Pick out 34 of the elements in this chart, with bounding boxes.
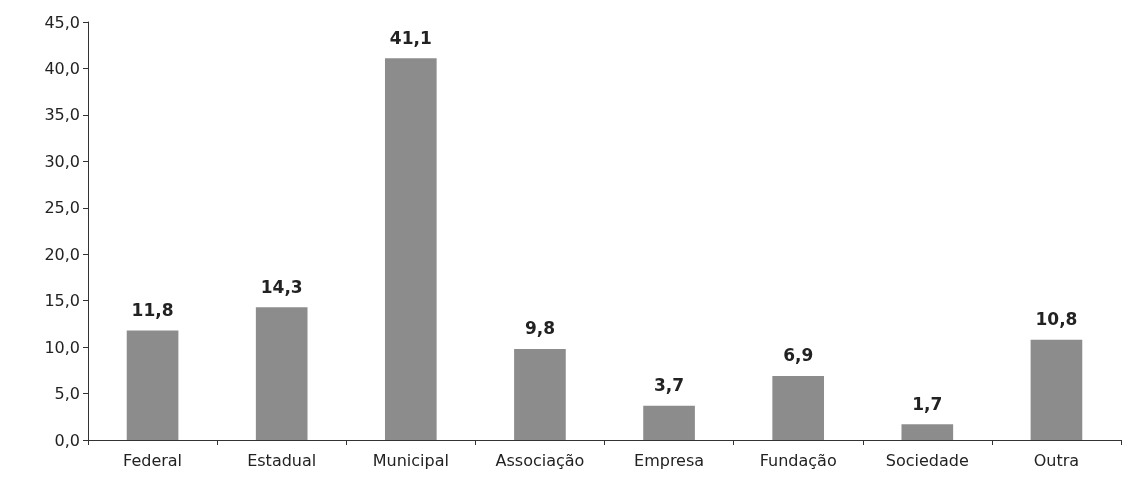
x-tick-label: Estadual xyxy=(247,450,317,470)
bar xyxy=(901,424,954,440)
x-tick-label: Fundação xyxy=(759,450,837,470)
bar xyxy=(1030,339,1083,440)
y-tick-label: 10,0 xyxy=(44,337,80,357)
data-label: 1,7 xyxy=(912,393,943,414)
x-tick-label: Outra xyxy=(1033,450,1080,470)
x-tick-label: Federal xyxy=(123,450,183,470)
data-label: 6,9 xyxy=(783,345,814,366)
bar xyxy=(384,58,437,440)
y-tick-label: 45,0 xyxy=(44,12,80,32)
y-tick-label: 15,0 xyxy=(44,291,80,311)
bar xyxy=(643,405,695,440)
y-tick-label: 40,0 xyxy=(44,58,80,78)
y-tick-label: 0,0 xyxy=(54,430,80,450)
data-label: 11,8 xyxy=(131,299,174,320)
bar xyxy=(255,307,308,440)
data-label: 41,1 xyxy=(389,27,432,48)
y-tick-label: 25,0 xyxy=(44,198,80,218)
y-tick-label: 5,0 xyxy=(54,384,80,404)
bar xyxy=(126,330,179,440)
x-tick-label: Sociedade xyxy=(885,450,969,470)
data-label: 9,8 xyxy=(524,318,555,339)
data-label: 3,7 xyxy=(654,375,685,396)
bar xyxy=(514,348,566,440)
x-tick-label: Empresa xyxy=(634,450,705,470)
y-tick-label: 30,0 xyxy=(44,151,80,171)
bar xyxy=(772,375,825,440)
data-label: 14,3 xyxy=(260,276,303,297)
x-tick-label: Associação xyxy=(495,450,585,470)
y-tick-label: 20,0 xyxy=(44,244,80,264)
data-label: 10,8 xyxy=(1035,309,1078,330)
x-tick-label: Municipal xyxy=(372,450,449,470)
y-tick-label: 35,0 xyxy=(44,105,80,125)
